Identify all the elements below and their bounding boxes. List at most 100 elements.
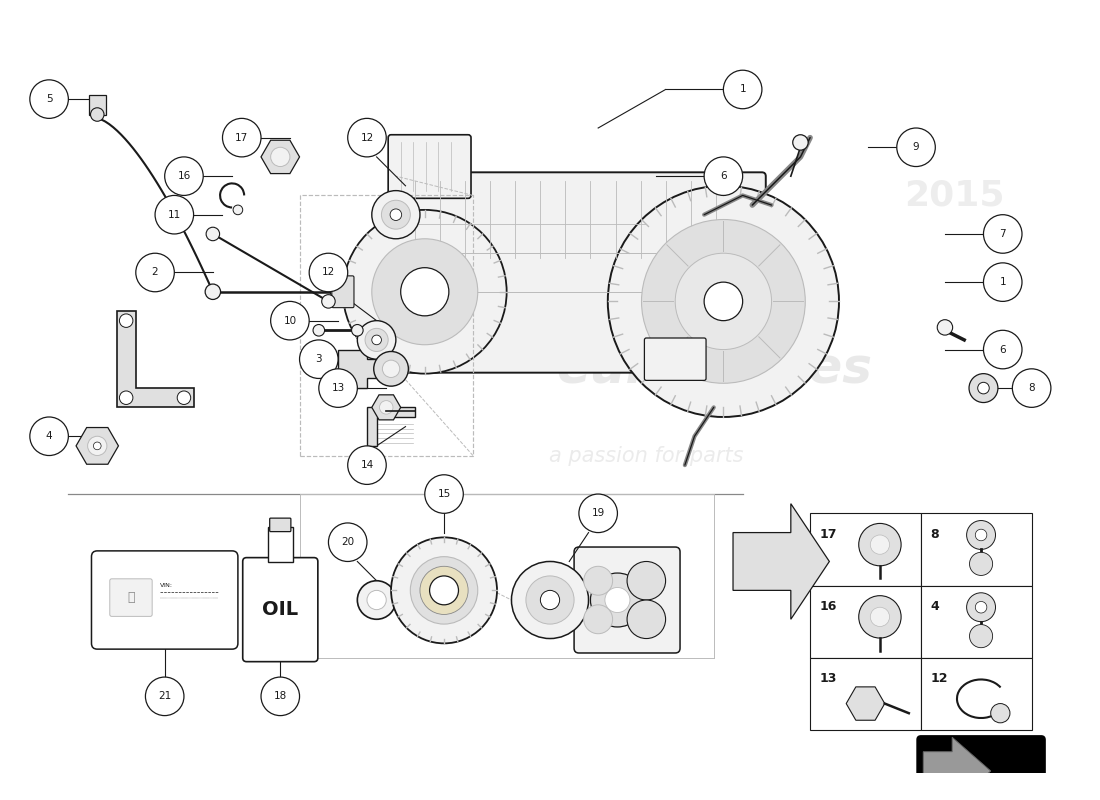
Bar <box>810 514 921 586</box>
Circle shape <box>976 530 987 541</box>
Circle shape <box>967 593 996 622</box>
Circle shape <box>579 494 617 533</box>
Text: 8: 8 <box>931 528 939 541</box>
Text: 1: 1 <box>739 85 746 94</box>
Circle shape <box>675 254 771 350</box>
Circle shape <box>314 325 324 336</box>
Circle shape <box>383 360 399 378</box>
Text: 2015: 2015 <box>904 178 1004 213</box>
Text: 19: 19 <box>592 508 605 518</box>
Text: OIL: OIL <box>262 600 298 619</box>
FancyBboxPatch shape <box>392 172 766 373</box>
Circle shape <box>896 128 935 166</box>
Circle shape <box>271 147 290 166</box>
Text: 16: 16 <box>177 171 190 181</box>
Circle shape <box>793 134 808 150</box>
Bar <box>921 514 1032 586</box>
Circle shape <box>30 417 68 455</box>
Text: 11: 11 <box>167 210 180 220</box>
Text: 5: 5 <box>46 94 53 104</box>
Circle shape <box>348 118 386 157</box>
Polygon shape <box>372 395 400 420</box>
Circle shape <box>392 538 497 643</box>
Circle shape <box>271 302 309 340</box>
Circle shape <box>976 602 987 613</box>
Polygon shape <box>367 407 415 446</box>
Circle shape <box>329 523 367 562</box>
Text: 15: 15 <box>438 489 451 499</box>
Circle shape <box>177 391 190 405</box>
Circle shape <box>88 436 107 455</box>
Circle shape <box>870 607 890 626</box>
Bar <box>810 658 921 730</box>
Circle shape <box>379 401 393 414</box>
Circle shape <box>937 320 953 335</box>
FancyBboxPatch shape <box>267 526 293 562</box>
Circle shape <box>859 523 901 566</box>
FancyBboxPatch shape <box>574 547 680 653</box>
Circle shape <box>367 590 386 610</box>
Circle shape <box>967 521 996 550</box>
Circle shape <box>94 442 101 450</box>
Text: 4: 4 <box>46 431 53 442</box>
Circle shape <box>165 157 204 195</box>
Circle shape <box>206 227 220 241</box>
Circle shape <box>145 677 184 716</box>
Text: 10: 10 <box>284 316 297 326</box>
Circle shape <box>343 210 507 374</box>
Text: a passion for parts: a passion for parts <box>549 446 744 466</box>
Text: ⬥: ⬥ <box>128 590 134 604</box>
FancyBboxPatch shape <box>645 338 706 380</box>
Circle shape <box>309 254 348 292</box>
Circle shape <box>410 557 477 624</box>
Polygon shape <box>846 687 884 720</box>
Circle shape <box>372 335 382 345</box>
Circle shape <box>400 268 449 316</box>
Text: 4: 4 <box>931 600 939 613</box>
FancyBboxPatch shape <box>332 276 354 308</box>
Text: 6: 6 <box>1000 345 1006 354</box>
Circle shape <box>859 596 901 638</box>
Circle shape <box>430 576 459 605</box>
FancyBboxPatch shape <box>270 518 290 532</box>
Circle shape <box>1012 369 1050 407</box>
Text: 17: 17 <box>235 133 249 142</box>
Circle shape <box>704 157 742 195</box>
Text: 7: 7 <box>1000 229 1006 239</box>
FancyBboxPatch shape <box>388 134 471 198</box>
Circle shape <box>591 573 645 627</box>
Circle shape <box>30 80 68 118</box>
Text: 17: 17 <box>820 528 837 541</box>
Circle shape <box>372 238 477 345</box>
Circle shape <box>969 625 992 648</box>
Text: eurospares: eurospares <box>556 345 872 393</box>
Circle shape <box>352 325 363 336</box>
Text: 9: 9 <box>913 142 920 152</box>
Circle shape <box>983 214 1022 254</box>
Circle shape <box>120 314 133 327</box>
Text: 20: 20 <box>341 538 354 547</box>
Text: 13: 13 <box>820 672 837 686</box>
FancyBboxPatch shape <box>89 95 106 114</box>
Circle shape <box>233 205 243 214</box>
Circle shape <box>983 263 1022 302</box>
Circle shape <box>512 562 588 638</box>
Text: 1: 1 <box>1000 277 1006 287</box>
FancyBboxPatch shape <box>917 736 1045 800</box>
Text: 2: 2 <box>152 267 158 278</box>
Circle shape <box>205 284 221 299</box>
Circle shape <box>299 340 338 378</box>
Circle shape <box>420 566 469 614</box>
Text: 18: 18 <box>274 691 287 702</box>
Circle shape <box>584 605 613 634</box>
Text: 300 01: 300 01 <box>957 789 1005 800</box>
Bar <box>810 586 921 658</box>
Text: 21: 21 <box>158 691 172 702</box>
Circle shape <box>969 552 992 575</box>
Circle shape <box>983 330 1022 369</box>
Circle shape <box>627 600 666 638</box>
Circle shape <box>358 581 396 619</box>
Circle shape <box>978 382 989 394</box>
Text: 12: 12 <box>322 267 335 278</box>
Circle shape <box>641 219 805 383</box>
